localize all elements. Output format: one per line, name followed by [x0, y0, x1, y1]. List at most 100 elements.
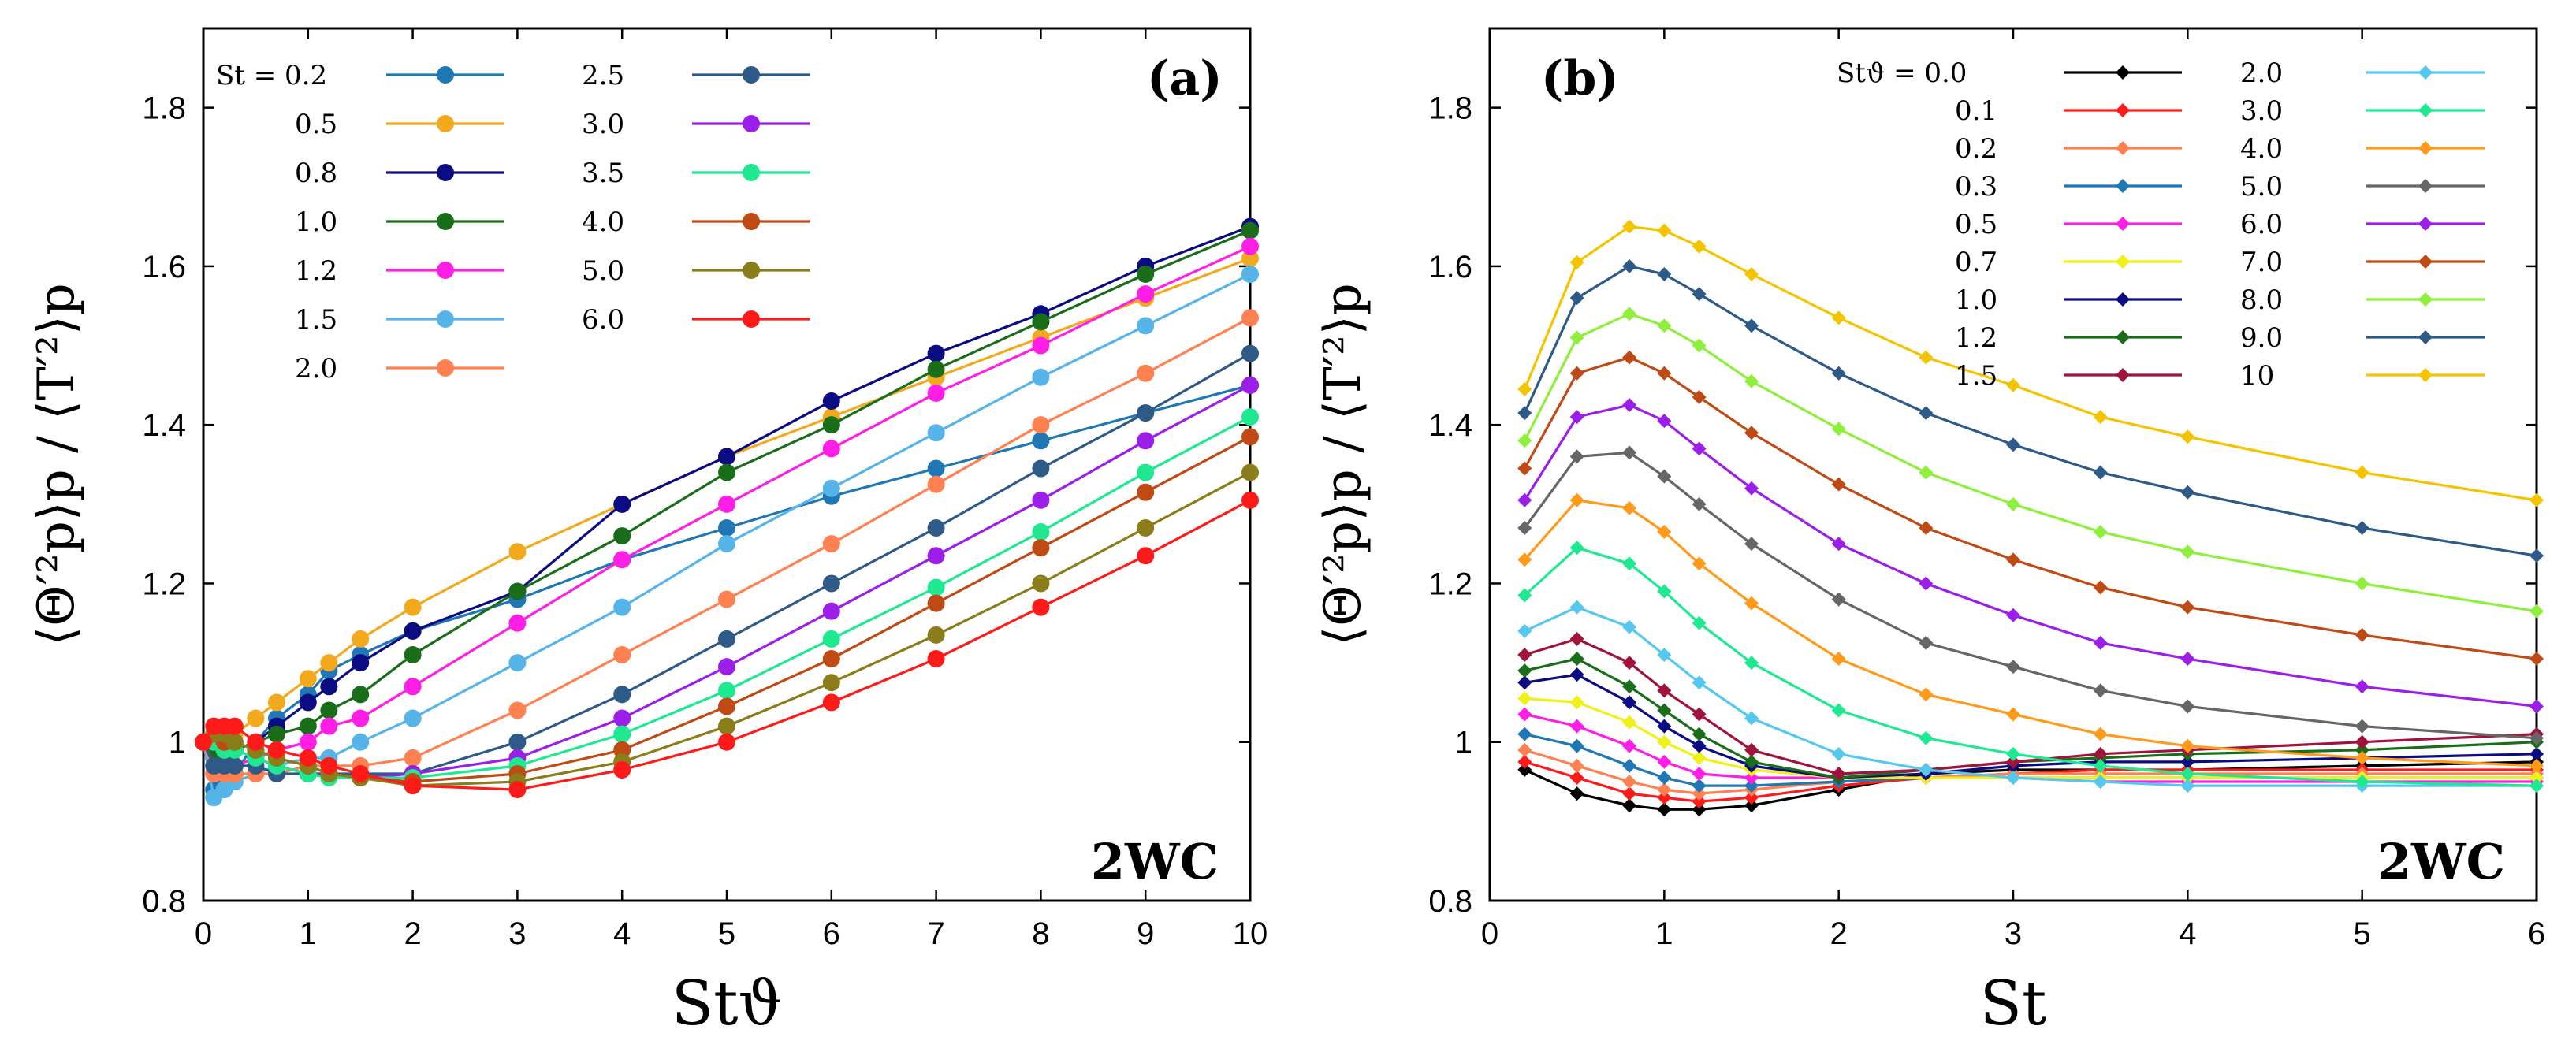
legend-label: 5.0 — [582, 255, 624, 287]
data-point — [822, 650, 840, 668]
data-point — [2093, 580, 2108, 595]
data-point — [1137, 483, 1155, 501]
data-point — [267, 741, 285, 759]
data-point — [299, 749, 317, 767]
data-point — [1692, 287, 1707, 302]
data-point — [404, 709, 422, 727]
data-point — [1032, 523, 1050, 541]
data-point — [1692, 239, 1707, 254]
data-point — [1692, 794, 1707, 809]
legend-marker — [437, 164, 454, 181]
data-point — [247, 709, 265, 727]
legend-label: 10 — [2240, 360, 2274, 392]
data-point — [1622, 219, 1637, 234]
data-point — [1241, 376, 1259, 394]
data-point — [1569, 541, 1584, 556]
data-point — [1657, 734, 1672, 749]
series-line — [1524, 451, 2537, 740]
data-point — [352, 686, 370, 704]
data-point — [1744, 266, 1759, 281]
data-point — [1744, 790, 1759, 805]
data-point — [1032, 313, 1050, 331]
data-point — [1692, 802, 1707, 817]
legend-label: 7.0 — [2240, 247, 2283, 278]
data-point — [1692, 389, 1707, 404]
y-tick-label: 1.2 — [142, 567, 186, 601]
data-point — [1137, 364, 1155, 382]
y-tick-label: 1.8 — [142, 91, 186, 126]
x-tick-label: 0 — [1481, 916, 1498, 951]
data-point — [613, 709, 631, 727]
legend-marker — [2418, 255, 2433, 269]
data-point — [2180, 779, 2195, 793]
data-point — [225, 756, 244, 775]
data-point — [718, 519, 735, 537]
legend-marker — [437, 262, 454, 279]
data-point — [1137, 404, 1155, 422]
legend-marker — [2418, 141, 2433, 155]
data-point — [613, 598, 631, 616]
legend-label: St = 0.2 — [216, 60, 327, 91]
data-point — [1657, 525, 1672, 540]
data-point — [1517, 461, 1532, 476]
data-point — [1622, 500, 1637, 515]
data-point — [352, 764, 370, 782]
data-point — [2529, 604, 2544, 619]
legend-label: 0.5 — [295, 109, 337, 140]
legend-label: 6.0 — [582, 304, 624, 336]
data-point — [2180, 699, 2195, 714]
data-point — [1744, 537, 1759, 552]
data-point — [1622, 350, 1637, 365]
data-point — [508, 781, 527, 799]
data-point — [247, 733, 265, 751]
data-point — [404, 777, 422, 795]
legend-label: 2.5 — [582, 60, 624, 91]
data-point — [1622, 679, 1637, 694]
series-line — [1523, 356, 2537, 660]
data-point — [404, 678, 422, 696]
data-point — [2093, 727, 2108, 741]
x-axis-label: St — [1980, 968, 2047, 1039]
legend-label: 1.2 — [1955, 322, 1997, 354]
y-tick-label: 1.8 — [1428, 91, 1472, 126]
data-point — [1517, 727, 1532, 741]
data-point — [718, 463, 735, 481]
data-point — [1517, 381, 1532, 396]
x-tick-label: 1 — [300, 916, 317, 951]
data-point — [2180, 738, 2195, 753]
data-point — [508, 543, 527, 561]
data-point — [1831, 537, 1846, 552]
data-point — [2529, 771, 2544, 786]
data-point — [1569, 410, 1584, 425]
legend-marker — [2418, 103, 2433, 117]
legend-marker — [743, 164, 760, 181]
legend-marker — [437, 66, 454, 84]
legend-label: 0.7 — [1955, 247, 1997, 278]
x-tick-label: 4 — [2179, 916, 2196, 951]
x-tick-label: 0 — [195, 916, 212, 951]
x-tick-label: 5 — [718, 916, 735, 951]
data-point — [718, 630, 735, 648]
data-point — [1241, 428, 1259, 446]
data-point — [1137, 519, 1155, 537]
data-point — [1032, 598, 1050, 616]
data-point — [1657, 414, 1672, 429]
y-tick-label: 0.8 — [142, 884, 186, 919]
panel-a: 0 1 2 3 4 5 6 7 8 9 10 0.8 1 1.2 1.4 1.6 1.8 Stϑ ⟨Θ′²p⟩p /… — [28, 27, 1268, 1039]
legend-marker — [437, 359, 454, 377]
data-point — [1137, 265, 1155, 283]
data-point — [1831, 310, 1846, 325]
data-point — [1622, 258, 1637, 273]
x-tick-label: 7 — [927, 916, 944, 951]
legend-marker — [2116, 368, 2130, 382]
legend-label: Stϑ = 0.0 — [1837, 58, 1967, 89]
data-point — [1241, 463, 1259, 481]
data-point — [508, 582, 527, 600]
data-point — [2355, 734, 2369, 749]
data-point — [1657, 584, 1672, 599]
data-point — [508, 654, 527, 672]
data-point — [1569, 449, 1584, 464]
data-point — [1569, 631, 1584, 646]
data-point — [1831, 422, 1846, 437]
data-point — [1919, 730, 1934, 745]
